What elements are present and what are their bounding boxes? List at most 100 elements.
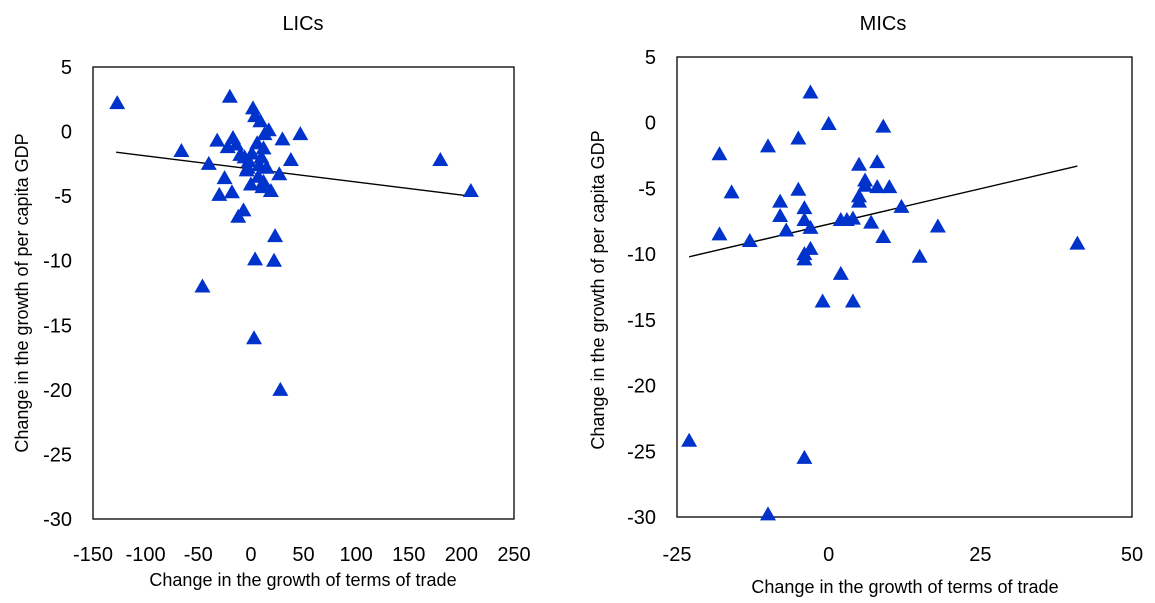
- data-point: [262, 182, 279, 197]
- x-tick-label: 50: [1121, 544, 1143, 566]
- data-point: [228, 136, 245, 151]
- data-point: [267, 228, 284, 243]
- data-point: [875, 118, 892, 133]
- data-point: [194, 278, 211, 293]
- y-tick-label: -10: [43, 251, 72, 273]
- y-tick-label: -5: [54, 186, 72, 208]
- y-tick-label: -20: [627, 376, 656, 398]
- x-tick-label: 25: [969, 544, 991, 566]
- data-point: [851, 193, 867, 208]
- data-point: [796, 251, 813, 266]
- data-point: [796, 200, 813, 215]
- data-point: [796, 211, 813, 226]
- data-point: [211, 186, 228, 201]
- x-tick-label: -50: [184, 544, 213, 566]
- data-point: [760, 506, 776, 521]
- x-tick-label: 200: [445, 544, 478, 566]
- data-point: [244, 100, 261, 115]
- data-point: [247, 251, 264, 266]
- data-point: [223, 184, 240, 199]
- x-tick-label: 150: [392, 544, 425, 566]
- plot-area-frame: [676, 56, 1133, 518]
- data-point: [239, 159, 256, 174]
- data-point: [760, 138, 776, 153]
- data-point: [292, 126, 309, 141]
- y-tick-label: -25: [43, 444, 72, 466]
- data-point: [246, 330, 263, 345]
- x-tick-label: -25: [663, 544, 692, 566]
- data-point: [802, 84, 819, 99]
- data-point: [869, 154, 886, 169]
- data-point: [832, 265, 849, 280]
- y-tick-label: -15: [627, 310, 656, 332]
- y-tick-label: 0: [645, 113, 656, 135]
- y-tick-label: -5: [638, 178, 656, 200]
- plot-area-frame: [92, 66, 515, 520]
- data-point: [875, 229, 892, 244]
- data-point: [772, 193, 789, 208]
- data-point: [255, 173, 272, 188]
- data-point: [258, 159, 275, 174]
- y-tick-label: -10: [627, 244, 656, 266]
- x-axis-label: Change in the growth of terms of trade: [751, 577, 1058, 597]
- data-point: [462, 182, 479, 197]
- data-point: [723, 184, 740, 199]
- lics-chart: LICs -150 -100 -50 0 50 100 150 200 250 50-5-10-…: [12, 13, 531, 590]
- data-point: [893, 198, 910, 213]
- data-point: [857, 177, 874, 192]
- x-tick-label: 0: [823, 544, 834, 566]
- mics-chart: MICs -25 0 25 50 50-5-10-15-20-25-30 Change…: [588, 13, 1143, 597]
- data-point: [802, 219, 819, 234]
- x-tick-label: -100: [126, 544, 166, 566]
- y-tick-label: -30: [43, 509, 72, 531]
- data-point: [272, 381, 289, 396]
- data-point: [814, 293, 831, 308]
- data-point: [200, 155, 217, 170]
- y-tick-label: 5: [61, 57, 72, 79]
- y-tick-label: 0: [61, 122, 72, 144]
- data-point: [221, 88, 238, 103]
- y-tick-label: -25: [627, 441, 656, 463]
- x-tick-label: 250: [497, 544, 530, 566]
- data-point: [790, 181, 807, 196]
- data-point: [235, 202, 252, 217]
- data-point: [802, 240, 819, 255]
- data-point: [209, 132, 226, 147]
- data-point: [432, 151, 449, 166]
- data-point: [869, 179, 886, 194]
- data-point: [778, 222, 795, 237]
- data-point: [790, 130, 807, 145]
- data-point: [109, 95, 126, 110]
- data-point: [844, 210, 861, 225]
- data-point: [216, 170, 233, 185]
- data-point: [772, 208, 789, 223]
- data-point: [274, 131, 291, 146]
- data-point: [711, 226, 728, 241]
- x-axis-label: Change in the growth of terms of trade: [149, 570, 456, 590]
- data-point: [741, 233, 758, 247]
- chart-title: MICs: [860, 13, 907, 35]
- data-point: [173, 142, 190, 157]
- y-tick-label: -20: [43, 380, 72, 402]
- data-point: [253, 149, 270, 164]
- data-point: [929, 218, 946, 233]
- trendline: [116, 151, 471, 197]
- data-point: [242, 176, 259, 191]
- data-point: [681, 432, 698, 447]
- x-tick-label: 100: [339, 544, 372, 566]
- data-point: [711, 146, 728, 161]
- data-point: [1069, 235, 1086, 250]
- x-tick-label: -150: [73, 544, 113, 566]
- data-point: [243, 145, 260, 160]
- data-point: [911, 248, 928, 263]
- y-axis-label: Change in the growth of per capita GDP: [12, 133, 32, 452]
- x-tick-label: 0: [245, 544, 256, 566]
- data-point: [282, 151, 299, 166]
- data-point: [271, 166, 288, 181]
- data-point: [266, 252, 283, 267]
- data-point: [881, 179, 898, 194]
- data-point: [260, 122, 277, 137]
- data-point: [240, 153, 257, 168]
- x-tick-label: 50: [292, 544, 314, 566]
